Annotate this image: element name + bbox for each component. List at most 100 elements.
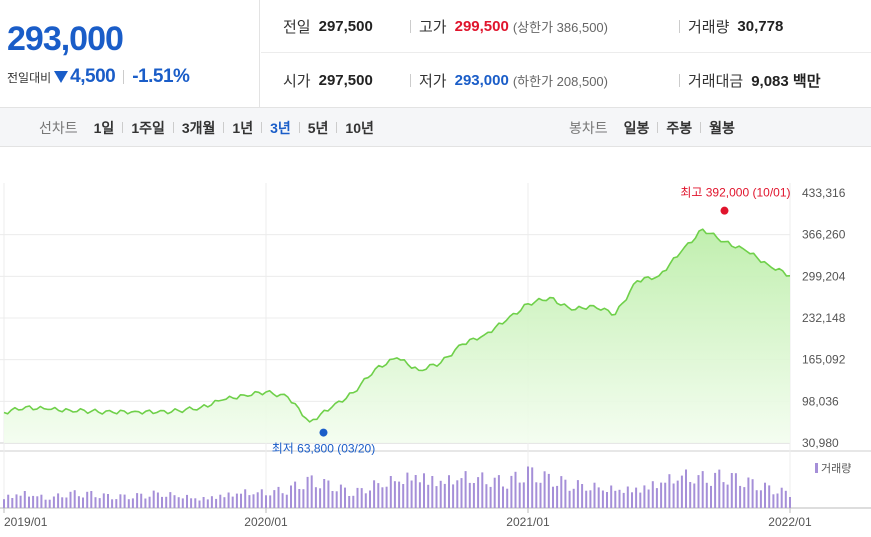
- volume-bar: [472, 483, 475, 508]
- volume-bar: [119, 494, 122, 508]
- volume-bar: [98, 498, 101, 508]
- stock-summary: 293,000 전일대비 4,500 -1.51% 전일 297,500 고가 …: [0, 0, 871, 108]
- x-tick-label: 2022/01: [768, 515, 812, 529]
- volume-bar: [260, 489, 263, 508]
- volume-bar: [614, 490, 617, 508]
- x-tick-label: 2021/01: [506, 515, 550, 529]
- volume-bar: [369, 490, 371, 508]
- volume-bar: [485, 484, 488, 508]
- volume-bar: [265, 495, 267, 508]
- divider: [298, 122, 300, 133]
- volume-bar: [123, 494, 126, 508]
- volume-bar: [734, 473, 737, 508]
- volume-bar: [115, 499, 118, 508]
- volume-bar: [697, 475, 700, 508]
- y-tick-label: 232,148: [802, 311, 846, 325]
- volume-bar: [198, 500, 201, 508]
- volume-bar: [190, 498, 193, 508]
- change-percent: -1.51%: [132, 66, 190, 87]
- volume-bar: [701, 471, 704, 508]
- stat-value: 297,500: [318, 72, 373, 89]
- volume-bar: [348, 496, 351, 508]
- tab-monthly[interactable]: 월봉: [709, 119, 735, 136]
- volume-bar: [789, 497, 791, 508]
- price-chart: 433,316 366,260 299,204 232,148 165,092 98,03…: [0, 183, 871, 529]
- volume-bar: [335, 491, 338, 508]
- volume-bar: [177, 497, 180, 508]
- volume-bar: [15, 494, 18, 508]
- volume-bar: [410, 480, 413, 508]
- line-chart-tabs: 선차트 1일 1주일 3개월 1년 3년 5년 10년: [39, 108, 374, 147]
- divider: [123, 70, 125, 84]
- volume-bar: [660, 482, 663, 508]
- volume-bar: [726, 484, 729, 508]
- volume-bar: [664, 482, 667, 508]
- volume-bar: [768, 485, 771, 508]
- volume-bar: [231, 496, 234, 508]
- line-chart-title: 선차트: [39, 119, 78, 136]
- price-area-fill: [4, 229, 790, 443]
- volume-bar: [402, 484, 405, 508]
- volume-bar: [244, 489, 247, 508]
- volume-bar: [693, 483, 696, 508]
- volume-bar: [294, 481, 297, 508]
- tab-1year[interactable]: 1년: [232, 119, 254, 136]
- stat-amount: 거래대금 9,083 백만: [679, 54, 821, 107]
- volume-bar: [597, 487, 600, 508]
- volume-bar: [136, 493, 139, 508]
- stat-label: 거래대금: [688, 73, 744, 90]
- volume-bar: [28, 496, 30, 508]
- volume-bar: [739, 485, 742, 508]
- volume-bar: [73, 490, 76, 508]
- stat-prev-close: 전일 297,500: [283, 0, 373, 53]
- volume-bar: [556, 485, 559, 508]
- volume-bar: [601, 490, 604, 508]
- volume-bar: [510, 475, 513, 508]
- volume-bar: [764, 482, 766, 508]
- volume-bar: [431, 476, 434, 508]
- volume-bar: [747, 477, 750, 508]
- price-area: [3, 228, 791, 443]
- volume-bar: [344, 487, 346, 508]
- volume-bar: [635, 487, 638, 508]
- volume-bar: [206, 499, 209, 508]
- current-price: 293,000: [7, 20, 124, 58]
- volume-bar: [285, 494, 288, 508]
- volume-bar: [65, 497, 68, 508]
- volume-bar: [393, 481, 396, 508]
- tab-10year[interactable]: 10년: [345, 119, 374, 136]
- tab-1day[interactable]: 1일: [93, 119, 115, 136]
- volume-bar: [489, 486, 492, 508]
- chart-tab-bar: 선차트 1일 1주일 3개월 1년 3년 5년 10년 봉차트 일봉 주봉 월봉: [0, 108, 871, 147]
- stat-value: 297,500: [318, 18, 373, 35]
- volume-bar: [194, 498, 197, 508]
- volume-bar: [173, 495, 176, 508]
- volume-bar: [215, 498, 218, 508]
- stat-label: 저가: [419, 73, 447, 90]
- volume-bar: [323, 479, 326, 508]
- volume-bar: [102, 493, 105, 508]
- stat-label: 거래량: [688, 19, 730, 36]
- divider: [679, 20, 680, 33]
- volume-bar: [714, 472, 717, 508]
- volume-bar: [618, 489, 621, 508]
- volume-bar: [94, 497, 97, 508]
- volume-bar: [381, 487, 384, 508]
- tab-weekly[interactable]: 주봉: [666, 119, 693, 136]
- volume-bar: [680, 475, 683, 508]
- volume-bar: [593, 482, 596, 508]
- volume-bar: [52, 496, 55, 508]
- volume-bar: [57, 493, 60, 508]
- max-point-marker: [720, 206, 729, 215]
- volume-bar: [647, 489, 650, 508]
- tab-1week[interactable]: 1주일: [131, 119, 165, 136]
- price-box: 293,000 전일대비 4,500 -1.51%: [0, 0, 260, 107]
- volume-bar: [631, 492, 633, 508]
- tab-daily[interactable]: 일봉: [623, 119, 650, 136]
- stat-label: 고가: [419, 19, 447, 36]
- tab-3month[interactable]: 3개월: [181, 119, 216, 136]
- volume-bar: [360, 488, 363, 508]
- tab-3year[interactable]: 3년: [270, 119, 291, 136]
- tab-5year[interactable]: 5년: [307, 119, 329, 136]
- volume-bar: [19, 495, 22, 508]
